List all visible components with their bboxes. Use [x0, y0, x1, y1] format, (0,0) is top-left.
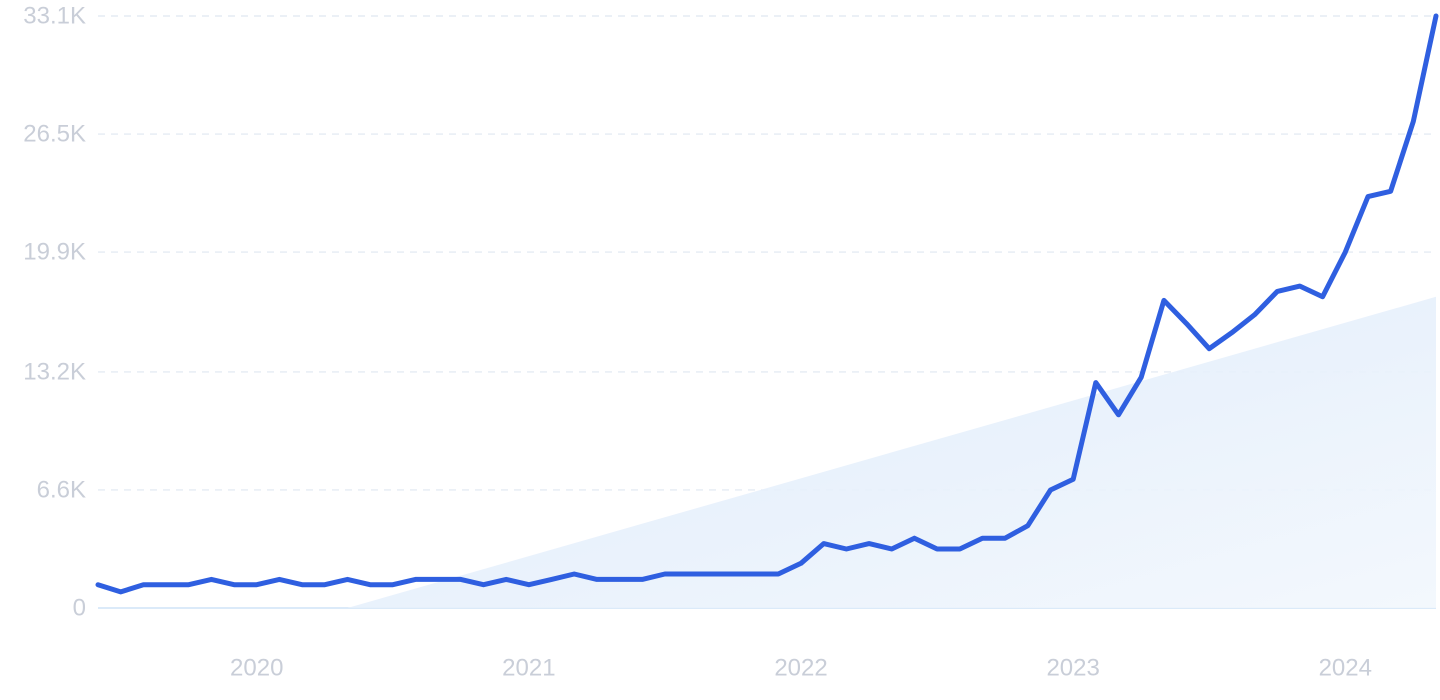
x-axis: 2020 2021 2022 2023 2024	[230, 655, 1372, 682]
y-tick-label: 13.2K	[23, 358, 86, 385]
trend-area-fill	[347, 296, 1436, 608]
x-tick-label: 2024	[1319, 655, 1372, 682]
series	[95, 13, 1439, 595]
y-tick-label: 0	[73, 595, 86, 622]
y-tick-label: 19.9K	[23, 239, 86, 266]
y-tick-label: 33.1K	[23, 3, 86, 30]
x-tick-label: 2020	[230, 655, 283, 682]
y-tick-label: 26.5K	[23, 121, 86, 148]
y-tick-label: 6.6K	[37, 476, 86, 503]
x-tick-label: 2023	[1046, 655, 1099, 682]
x-tick-label: 2021	[502, 655, 555, 682]
y-axis: 0 6.6K 13.2K 19.9K 26.5K 33.1K	[23, 3, 86, 622]
trend-area	[347, 296, 1436, 608]
series-line	[95, 13, 1439, 595]
x-tick-label: 2022	[774, 655, 827, 682]
